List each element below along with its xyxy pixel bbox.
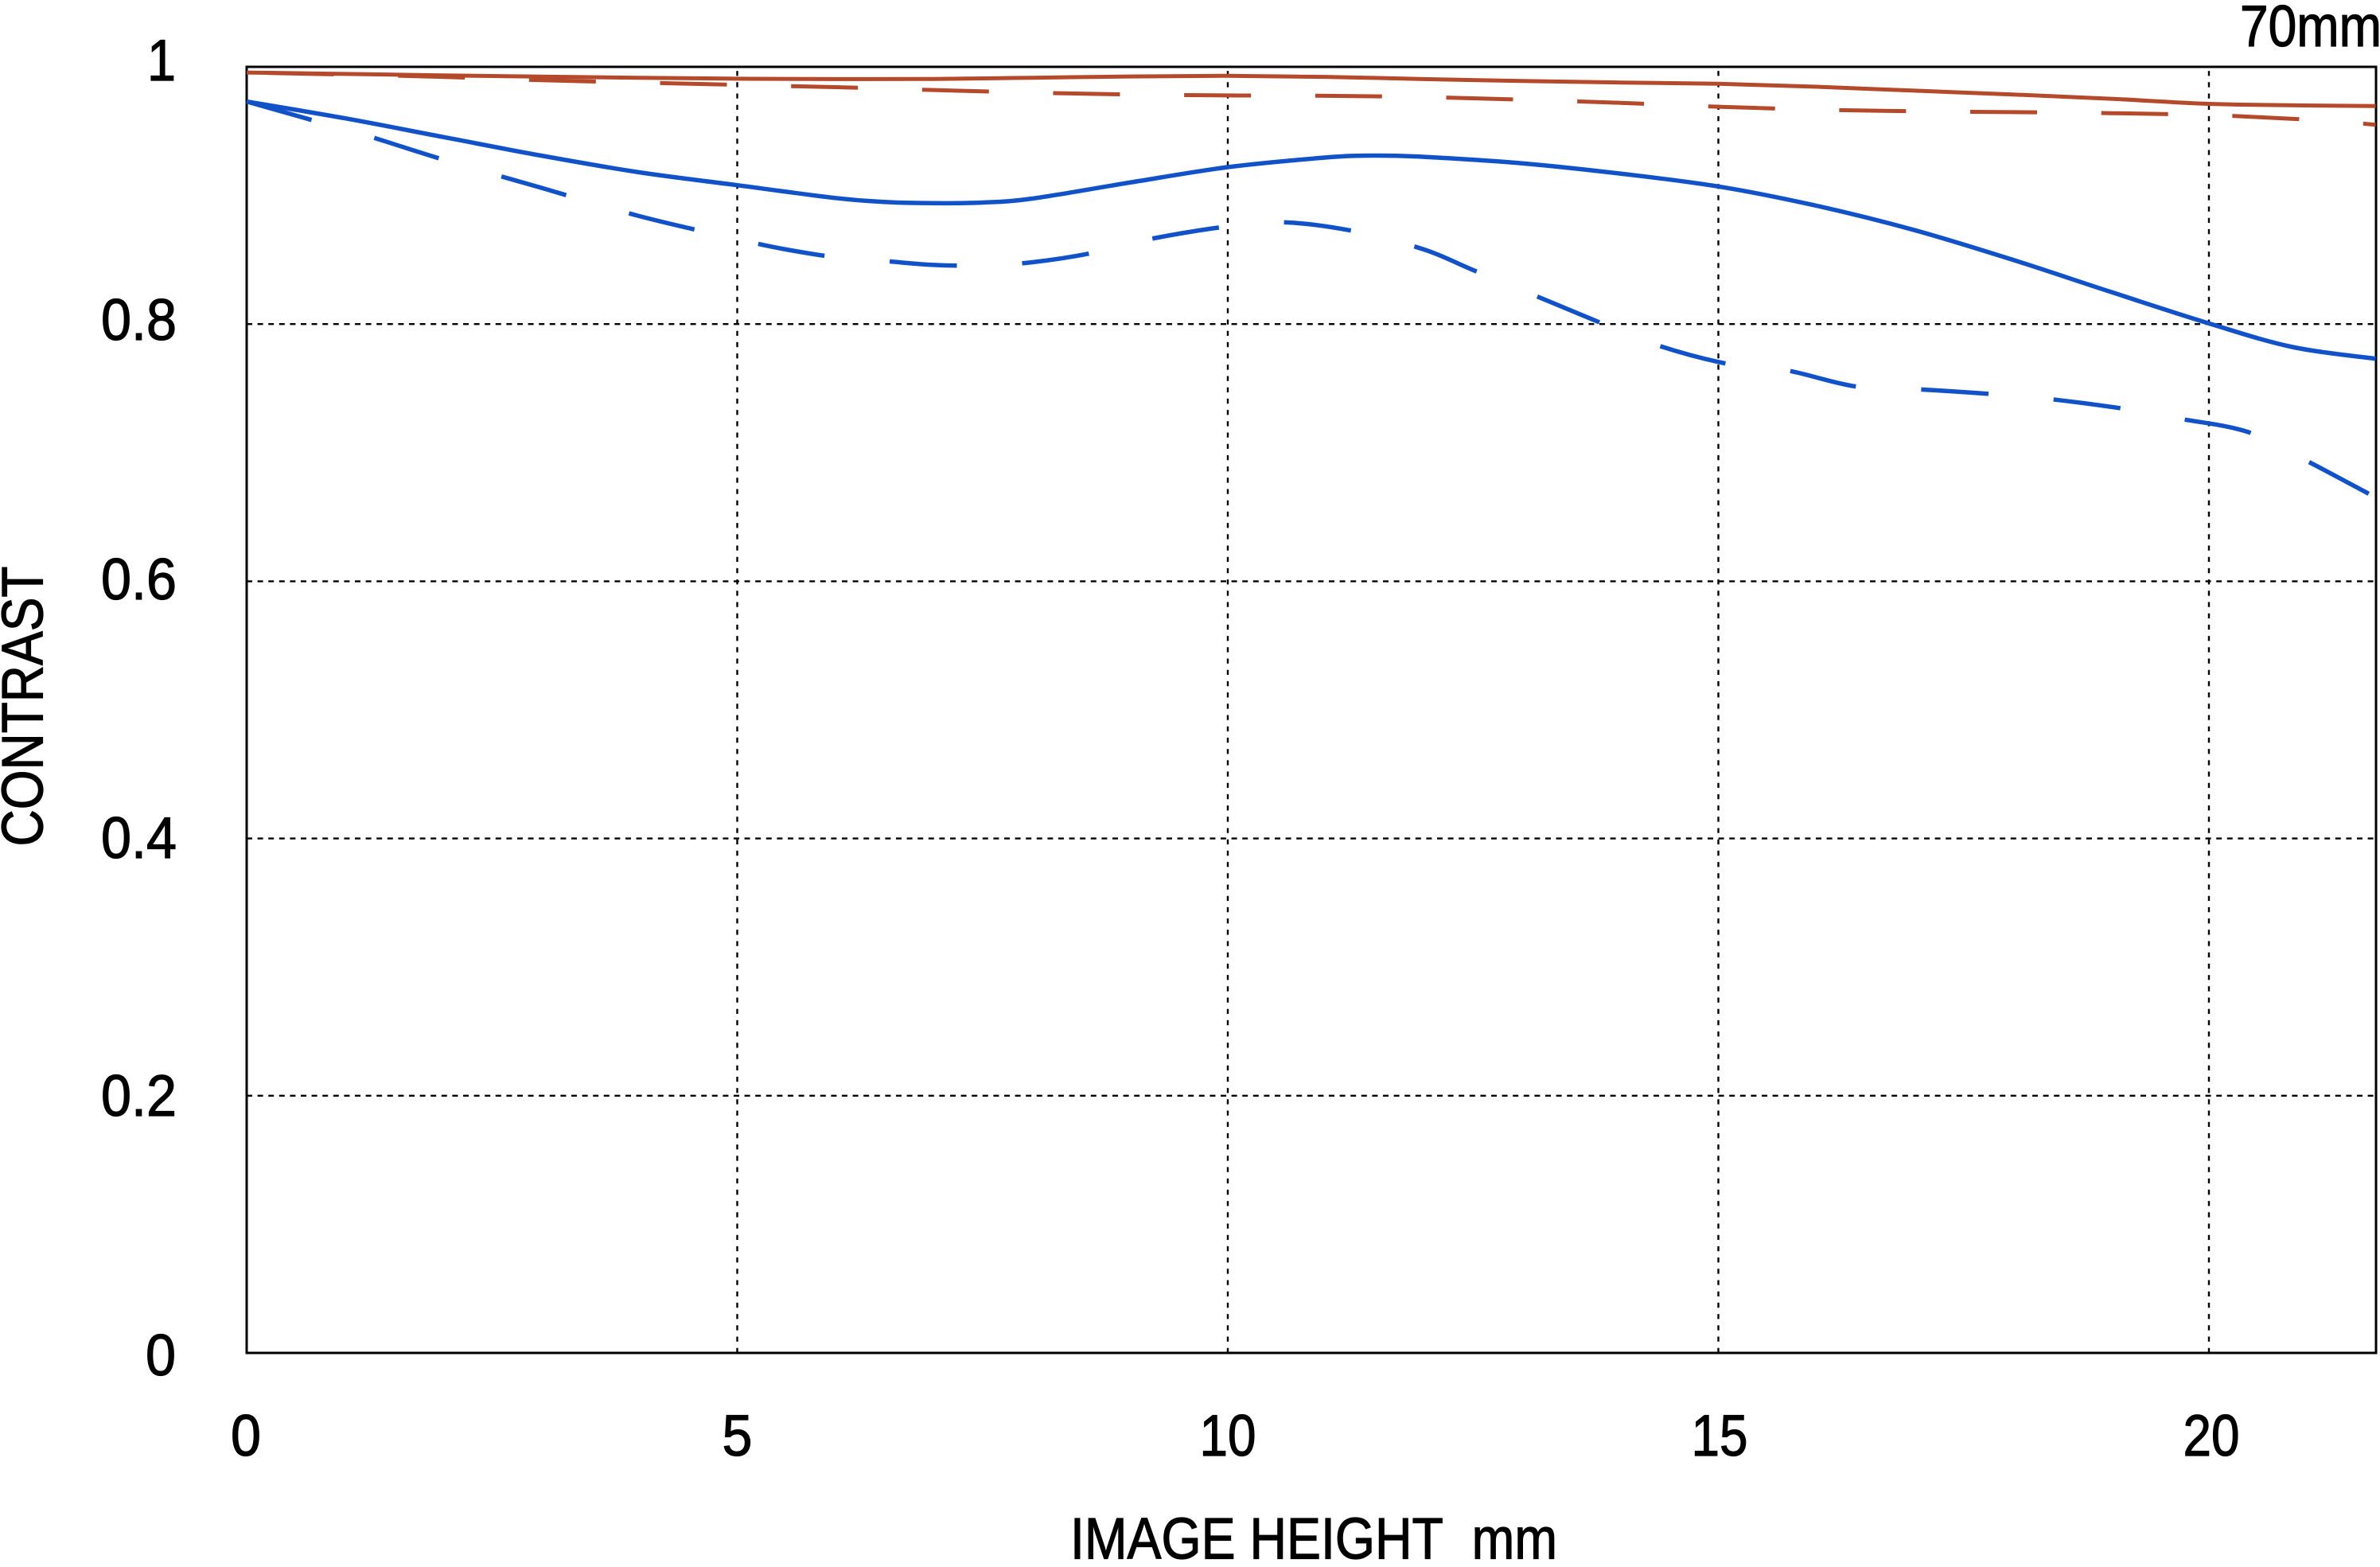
svg-text:0.6: 0.6	[101, 548, 177, 612]
svg-text:10: 10	[1200, 1404, 1256, 1468]
svg-text:0.2: 0.2	[101, 1064, 177, 1128]
svg-text:0.4: 0.4	[101, 806, 177, 871]
svg-text:0: 0	[146, 1323, 176, 1388]
svg-text:15: 15	[1692, 1404, 1748, 1468]
svg-text:0.8: 0.8	[101, 288, 177, 353]
svg-text:70mm: 70mm	[2240, 0, 2380, 59]
svg-text:0: 0	[231, 1404, 261, 1468]
svg-text:5: 5	[723, 1404, 753, 1468]
svg-text:20: 20	[2183, 1404, 2240, 1468]
svg-text:CONTRAST: CONTRAST	[0, 567, 56, 847]
svg-text:IMAGE HEIGHT mm: IMAGE HEIGHT mm	[1070, 1507, 1557, 1564]
svg-text:1: 1	[147, 29, 176, 93]
